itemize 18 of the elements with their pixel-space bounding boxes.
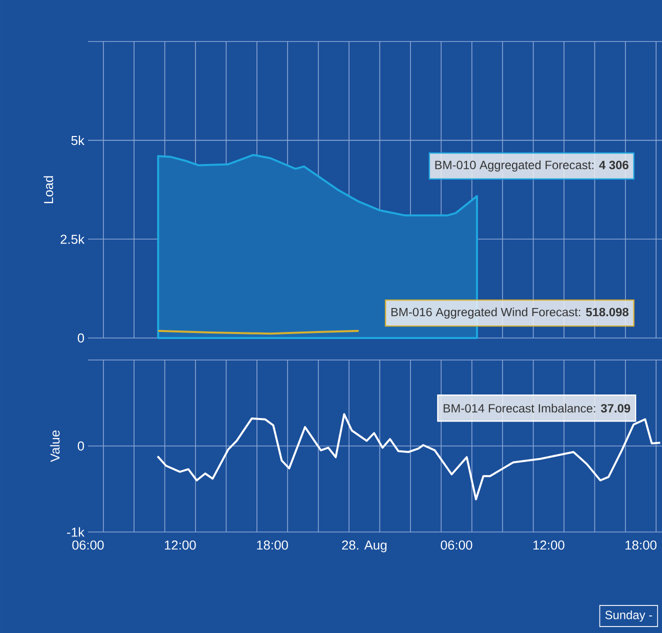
- x-tick-label: 18:00: [626, 540, 656, 550]
- y-tick-label: 5k: [71, 136, 85, 146]
- y-axis-title: Value: [50, 430, 60, 462]
- y-axis-title: Load: [44, 176, 54, 204]
- x-tick-label: 28. Aug: [342, 540, 386, 552]
- x-tick-label: 12:00: [533, 540, 564, 550]
- x-tick-label: 12:00: [164, 540, 196, 550]
- text: Sunday -: [605, 610, 652, 622]
- x-tick-label: 18:00: [257, 540, 288, 550]
- annotation: BM-010 Aggregated Forecast: 4 306: [435, 160, 628, 172]
- annotation: BM-016 Aggregated Wind Forecast: 518.098: [391, 308, 628, 319]
- y-tick-label: 0: [78, 333, 84, 343]
- x-tick-label: 06:00: [440, 540, 472, 550]
- y-tick-label: 0: [78, 441, 84, 451]
- annotation: BM-014 Forecast Imbalance: 37.09: [444, 404, 630, 413]
- y-tick-label: -1k: [67, 527, 85, 537]
- x-tick-label: 06:00: [72, 540, 104, 550]
- y-tick-label: 2.5k: [60, 234, 85, 244]
